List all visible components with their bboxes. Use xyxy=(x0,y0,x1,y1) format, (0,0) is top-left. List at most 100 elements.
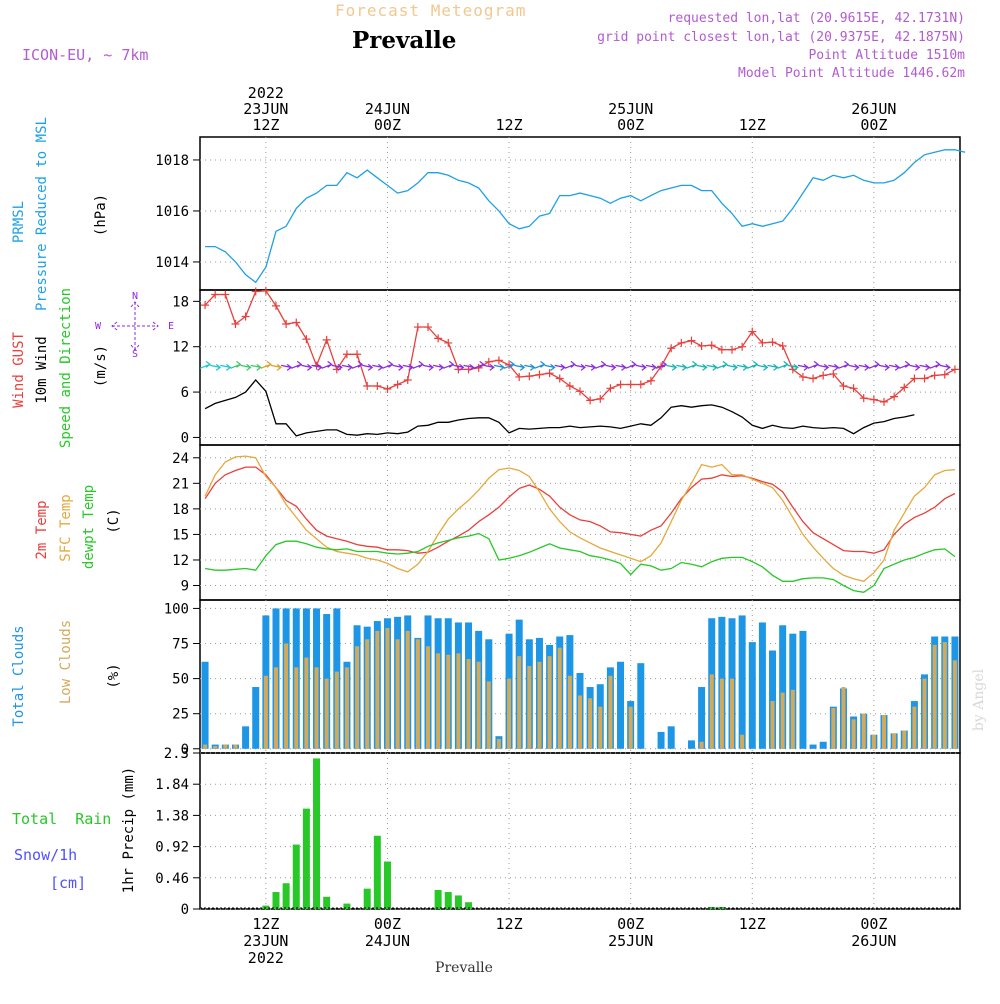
low-clouds-bar xyxy=(507,678,512,749)
wind-direction-arrow xyxy=(453,363,465,371)
wind-direction-arrow xyxy=(311,363,323,371)
gust-marker xyxy=(626,380,635,389)
gust-marker xyxy=(545,369,554,378)
wind-direction-arrow xyxy=(291,360,303,369)
gust-marker xyxy=(950,365,959,374)
low-clouds-bar xyxy=(719,678,724,749)
low-clouds-bar xyxy=(436,653,441,749)
wind-direction-arrow xyxy=(696,363,708,371)
y-tick-label: 2.3 xyxy=(164,746,189,762)
gust-marker xyxy=(393,380,402,389)
gust-marker xyxy=(606,384,615,393)
wind-direction-arrow xyxy=(716,360,728,369)
low-clouds-bar xyxy=(344,667,349,749)
gust-marker xyxy=(849,384,858,393)
gust-marker xyxy=(413,323,422,332)
wind-direction-arrow xyxy=(473,360,485,369)
low-clouds-bar xyxy=(284,643,289,749)
bottom-axis-label: 12Z xyxy=(496,915,523,933)
rain-bar xyxy=(465,902,473,909)
compass-rose: N E W S xyxy=(95,291,174,360)
gust-marker xyxy=(221,290,230,299)
y-tick-label: 12 xyxy=(172,553,189,569)
gust-marker xyxy=(342,350,351,359)
wind-direction-arrow xyxy=(220,363,232,371)
wind-direction-arrow xyxy=(281,363,293,371)
gust-marker xyxy=(819,371,828,380)
gust-marker xyxy=(525,372,534,381)
top-axis-label: 00Z xyxy=(374,116,401,134)
compass-s: S xyxy=(132,349,138,360)
low-clouds-bar xyxy=(203,744,208,749)
low-clouds-bar xyxy=(841,687,846,749)
y-tick-label: 18 xyxy=(172,294,189,310)
low-clouds-bar xyxy=(578,695,582,749)
low-clouds-bar xyxy=(446,654,451,749)
low-clouds-bar xyxy=(466,658,471,749)
wind-direction-arrow xyxy=(797,363,809,371)
y-tick-label: 0 xyxy=(181,902,189,918)
low-clouds-bar xyxy=(274,667,278,749)
low-clouds-bar xyxy=(912,706,917,749)
wind-direction-arrow xyxy=(899,360,911,369)
wind-direction-arrow xyxy=(615,363,627,371)
wind-direction-arrow xyxy=(878,363,890,371)
rain-bar xyxy=(262,905,270,909)
low-clouds-bar xyxy=(709,674,714,749)
top-axis-label: 00Z xyxy=(860,116,887,134)
rain-bar xyxy=(323,896,331,909)
footer-location: Prevalle xyxy=(435,960,493,976)
temp-unit: (C) xyxy=(106,508,122,533)
gust-marker xyxy=(373,382,382,391)
gust-marker xyxy=(697,341,706,350)
y-tick-label: 50 xyxy=(172,672,189,688)
wind-direction-arrow xyxy=(767,363,779,371)
y-tick-label: 0.46 xyxy=(155,871,189,887)
t2m-label: 2m Temp xyxy=(34,500,50,559)
y-tick-label: 18 xyxy=(172,502,189,518)
low-clouds-bar xyxy=(628,706,633,749)
gust-marker xyxy=(900,383,909,392)
low-clouds-bar xyxy=(871,734,876,749)
gust-marker xyxy=(748,327,757,336)
gust-marker xyxy=(555,374,564,383)
wind-direction-arrow xyxy=(412,360,424,369)
wind-direction-arrow xyxy=(919,363,931,371)
wind-direction-arrow xyxy=(686,360,698,369)
wind-direction-arrow xyxy=(493,363,505,371)
y-tick-label: 12 xyxy=(172,340,189,356)
rain-bar xyxy=(363,888,371,909)
y-tick-label: 1014 xyxy=(155,255,189,271)
gust-marker xyxy=(859,394,868,403)
wind-direction-arrow xyxy=(939,363,951,371)
wind-direction-arrow xyxy=(726,363,738,371)
bottom-axis-label: 2022 xyxy=(248,949,284,967)
rain-bar xyxy=(302,808,310,909)
top-axis-label: 12Z xyxy=(739,116,766,134)
dewpt-label: dewpt Temp xyxy=(81,485,97,569)
top-axis-label: 26JUN xyxy=(851,100,896,118)
low-clouds-bar xyxy=(598,706,603,749)
location-title: Prevalle xyxy=(352,27,456,54)
low-clouds-bar xyxy=(780,692,785,749)
total-clouds-bar xyxy=(252,687,260,749)
gust-marker xyxy=(890,392,899,401)
wind-direction-arrow xyxy=(463,363,475,371)
low-clouds-bar xyxy=(557,647,562,749)
t2m-line xyxy=(204,466,956,554)
total-clouds-bar xyxy=(667,726,675,749)
wind-direction-arrow xyxy=(301,363,313,371)
low-clouds-bar xyxy=(902,730,907,749)
wind-direction-arrow xyxy=(503,360,516,369)
compass-n: N xyxy=(132,291,138,302)
total-clouds-bar xyxy=(738,615,746,749)
gust-marker xyxy=(667,344,676,353)
top-axis-label: 23JUN xyxy=(243,100,288,118)
low-clouds-bar xyxy=(314,667,319,749)
gust-marker xyxy=(322,335,331,344)
rain-bar xyxy=(292,844,300,909)
low-clouds-bar xyxy=(942,642,947,749)
wind-direction-arrow xyxy=(858,363,870,371)
